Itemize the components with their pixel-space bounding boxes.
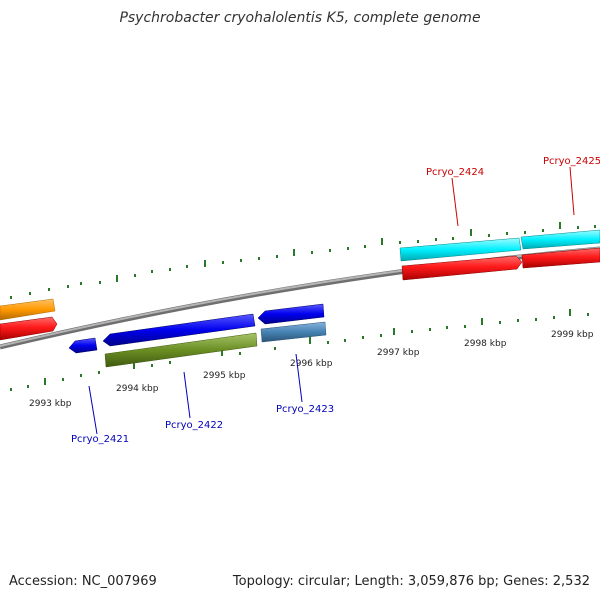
gene-steel-2423[interactable] (260, 321, 327, 343)
gene-blue-2422[interactable] (102, 313, 256, 347)
leader-line-2421 (88, 385, 98, 435)
kbp-scale: 2993 kbp 2994 kbp 2995 kbp 2996 kbp 2997… (29, 330, 594, 409)
kbp-label-2996: 2996 kbp (290, 359, 333, 369)
kbp-label-2993: 2993 kbp (29, 399, 72, 409)
kbp-label-2994: 2994 kbp (116, 384, 159, 394)
leader-line-2422 (183, 371, 191, 419)
gene-labels: Pcryo_2424 Pcryo_2425 Pcryo_2421 Pcryo_2… (71, 156, 600, 445)
gene-red-2424[interactable] (401, 255, 523, 281)
gene-blue-2421[interactable] (68, 337, 98, 354)
leader-line-2425 (569, 166, 575, 216)
gene-label-2425[interactable]: Pcryo_2425 (543, 156, 600, 167)
kbp-label-2997: 2997 kbp (377, 348, 420, 358)
kbp-label-2998: 2998 kbp (464, 339, 507, 349)
kbp-label-2999: 2999 kbp (551, 330, 594, 340)
gene-label-2423[interactable]: Pcryo_2423 (276, 404, 334, 415)
gene-olive-2422[interactable] (104, 332, 258, 368)
gene-cyan-2425[interactable] (520, 229, 600, 250)
gene-orange-left[interactable] (0, 298, 56, 321)
gene-label-2424[interactable]: Pcryo_2424 (426, 167, 484, 178)
gene-label-2422[interactable]: Pcryo_2422 (165, 420, 223, 431)
accession-label: Accession: NC_007969 (9, 574, 157, 589)
upper-genes (0, 229, 600, 341)
lower-genes (68, 303, 327, 368)
upper-tick-track (10, 222, 596, 299)
leader-line-2423 (295, 353, 303, 403)
lower-tick-track (10, 309, 589, 391)
kbp-label-2995: 2995 kbp (203, 371, 246, 381)
gene-label-2421[interactable]: Pcryo_2421 (71, 434, 129, 445)
genome-summary: Topology: circular; Length: 3,059,876 bp… (232, 574, 590, 589)
gene-red-left[interactable] (0, 316, 58, 341)
gene-cyan-2424[interactable] (399, 237, 522, 262)
leader-line-2424 (451, 177, 459, 227)
gene-red-2425[interactable] (521, 247, 600, 269)
gene-blue-2423[interactable] (257, 303, 325, 325)
leader-lines (88, 166, 575, 435)
map-title: Psychrobacter cryohalolentis K5, complet… (119, 10, 481, 26)
